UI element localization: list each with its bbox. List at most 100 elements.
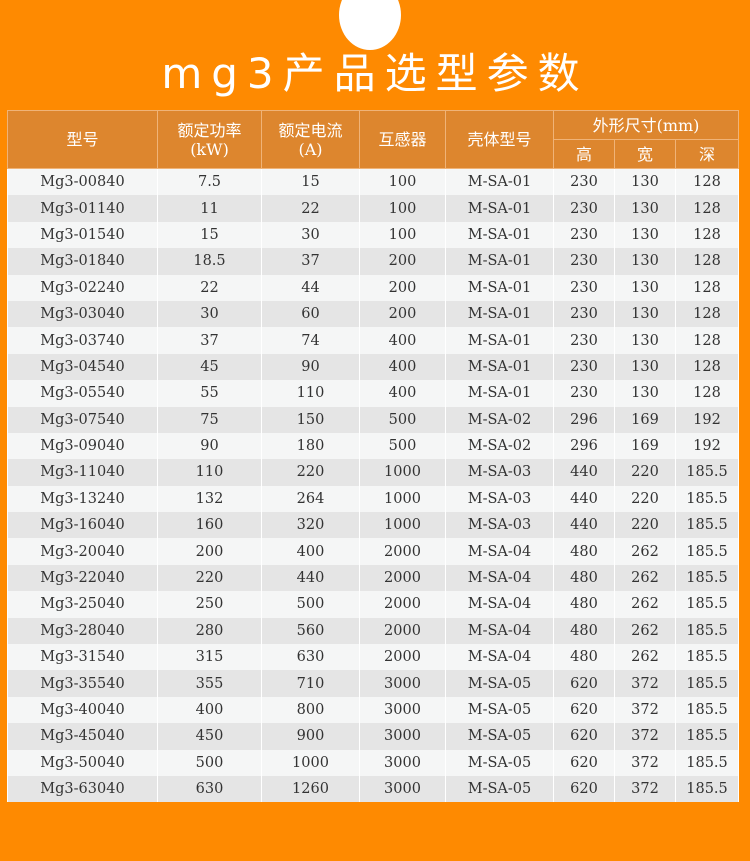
spec-table: 型号 额定功率 (kW) 额定电流 (A) 互感器 壳体型号 外形尺寸(mm) 高 … bbox=[7, 110, 740, 803]
table-cell: 100 bbox=[359, 168, 446, 196]
table-row: Mg3-40040 400 800 3000 M-SA-05 620 372 185.5 bbox=[7, 696, 740, 724]
table-cell: 3000 bbox=[359, 775, 446, 803]
table-cell: 1260 bbox=[261, 775, 360, 803]
table-row: Mg3-25040 250 500 2000 M-SA-04 480 262 185.5 bbox=[7, 591, 740, 618]
table-row: Mg3-13240 132 264 1000 M-SA-03 440 220 185.5 bbox=[7, 485, 740, 513]
table-cell: 100 bbox=[359, 221, 446, 249]
table-cell: 169 bbox=[614, 432, 676, 460]
table-cell: 500 bbox=[359, 432, 446, 460]
table-cell: Mg3-01140 bbox=[7, 195, 158, 222]
table-cell: 130 bbox=[614, 300, 676, 328]
table-cell: 355 bbox=[157, 670, 262, 697]
table-cell: 90 bbox=[261, 353, 360, 381]
table-cell: 1000 bbox=[359, 485, 446, 513]
table-cell: 3000 bbox=[359, 670, 446, 697]
table-cell: 2000 bbox=[359, 564, 446, 592]
table-cell: 60 bbox=[261, 300, 360, 328]
table-cell: 185.5 bbox=[674, 696, 740, 724]
table-cell: Mg3-05540 bbox=[7, 380, 158, 407]
table-row: Mg3-04540 45 90 400 M-SA-01 230 130 128 bbox=[7, 353, 740, 381]
table-cell: 22 bbox=[157, 274, 262, 301]
table-cell: 1000 bbox=[261, 749, 360, 776]
header-depth: 深 bbox=[674, 139, 740, 169]
table-cell: 480 bbox=[553, 617, 615, 645]
table-cell: 372 bbox=[614, 749, 676, 776]
table-cell: 480 bbox=[553, 538, 615, 565]
table-cell: 2000 bbox=[359, 644, 446, 671]
table-cell: 1000 bbox=[359, 512, 446, 539]
header-power: 额定功率 (kW) bbox=[157, 110, 262, 169]
table-cell: 450 bbox=[157, 723, 262, 750]
table-cell: 130 bbox=[614, 248, 676, 275]
table-cell: 128 bbox=[674, 195, 740, 222]
table-cell: 110 bbox=[157, 459, 262, 486]
table-cell: 220 bbox=[157, 564, 262, 592]
table-cell: 130 bbox=[614, 221, 676, 249]
table-cell: 128 bbox=[674, 248, 740, 275]
table-cell: 200 bbox=[359, 274, 446, 301]
header-current: 额定电流 (A) bbox=[261, 110, 360, 169]
table-cell: 128 bbox=[674, 353, 740, 381]
table-cell: Mg3-13240 bbox=[7, 485, 158, 513]
table-cell: M-SA-05 bbox=[445, 670, 554, 697]
table-cell: M-SA-01 bbox=[445, 300, 554, 328]
table-row: Mg3-01140 11 22 100 M-SA-01 230 130 128 bbox=[7, 195, 740, 222]
table-cell: 220 bbox=[614, 459, 676, 486]
table-cell: M-SA-04 bbox=[445, 644, 554, 671]
table-cell: 800 bbox=[261, 696, 360, 724]
table-cell: 30 bbox=[261, 221, 360, 249]
table-cell: M-SA-01 bbox=[445, 327, 554, 354]
table-cell: Mg3-28040 bbox=[7, 617, 158, 645]
table-cell: 440 bbox=[553, 485, 615, 513]
table-cell: M-SA-04 bbox=[445, 538, 554, 565]
table-cell: 296 bbox=[553, 432, 615, 460]
table-cell: 262 bbox=[614, 644, 676, 671]
table-cell: 630 bbox=[157, 775, 262, 803]
table-cell: 372 bbox=[614, 670, 676, 697]
table-cell: 900 bbox=[261, 723, 360, 750]
table-cell: 15 bbox=[261, 168, 360, 196]
table-cell: 44 bbox=[261, 274, 360, 301]
table-cell: M-SA-01 bbox=[445, 353, 554, 381]
table-cell: M-SA-03 bbox=[445, 485, 554, 513]
table-row: Mg3-09040 90 180 500 M-SA-02 296 169 192 bbox=[7, 432, 740, 460]
table-cell: 11 bbox=[157, 195, 262, 222]
table-cell: 185.5 bbox=[674, 775, 740, 803]
table-cell: M-SA-01 bbox=[445, 221, 554, 249]
table-cell: Mg3-45040 bbox=[7, 723, 158, 750]
table-cell: 18.5 bbox=[157, 248, 262, 275]
table-cell: 180 bbox=[261, 432, 360, 460]
table-cell: M-SA-05 bbox=[445, 696, 554, 724]
table-cell: 220 bbox=[614, 512, 676, 539]
table-cell: Mg3-01840 bbox=[7, 248, 158, 275]
table-row: Mg3-28040 280 560 2000 M-SA-04 480 262 185.5 bbox=[7, 617, 740, 645]
table-cell: 185.5 bbox=[674, 723, 740, 750]
table-cell: 160 bbox=[157, 512, 262, 539]
table-cell: 110 bbox=[261, 380, 360, 407]
table-cell: Mg3-63040 bbox=[7, 775, 158, 803]
table-cell: M-SA-05 bbox=[445, 749, 554, 776]
table-row: Mg3-20040 200 400 2000 M-SA-04 480 262 185.5 bbox=[7, 538, 740, 565]
table-cell: 185.5 bbox=[674, 591, 740, 618]
table-cell: 185.5 bbox=[674, 617, 740, 645]
table-cell: 372 bbox=[614, 775, 676, 803]
header-height: 高 bbox=[553, 139, 615, 169]
table-cell: 372 bbox=[614, 723, 676, 750]
table-cell: 130 bbox=[614, 380, 676, 407]
table-cell: Mg3-40040 bbox=[7, 696, 158, 724]
table-cell: Mg3-20040 bbox=[7, 538, 158, 565]
table-cell: 132 bbox=[157, 485, 262, 513]
table-cell: 440 bbox=[553, 459, 615, 486]
table-cell: M-SA-03 bbox=[445, 459, 554, 486]
table-cell: M-SA-01 bbox=[445, 168, 554, 196]
table-row: Mg3-07540 75 150 500 M-SA-02 296 169 192 bbox=[7, 406, 740, 433]
table-cell: M-SA-01 bbox=[445, 274, 554, 301]
table-cell: 2000 bbox=[359, 617, 446, 645]
table-cell: 220 bbox=[614, 485, 676, 513]
table-cell: Mg3-11040 bbox=[7, 459, 158, 486]
table-cell: 185.5 bbox=[674, 459, 740, 486]
table-cell: 400 bbox=[359, 327, 446, 354]
table-cell: 128 bbox=[674, 380, 740, 407]
table-cell: 500 bbox=[261, 591, 360, 618]
table-cell: 630 bbox=[261, 644, 360, 671]
